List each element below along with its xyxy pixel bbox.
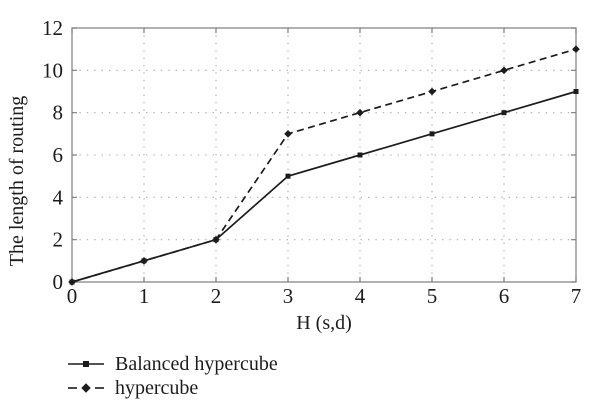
legend-item-balanced-hypercube: Balanced hypercube [68,352,278,376]
diamond-marker-icon [572,45,580,53]
svg-text:4: 4 [355,284,366,308]
svg-text:5: 5 [427,284,438,308]
chart-legend: Balanced hypercube hypercube [68,352,278,400]
svg-text:12: 12 [42,16,63,40]
square-marker-icon [69,279,75,285]
square-marker-icon [141,258,147,264]
diamond-marker-icon [356,108,364,117]
gridlines [72,28,576,282]
y-tick-labels: 0 2 4 6 8 10 12 [42,16,64,294]
svg-text:10: 10 [42,58,63,82]
svg-text:2: 2 [53,228,64,252]
y-axis-label: The length of routing [6,95,28,267]
diamond-marker-icon [428,87,436,96]
svg-text:0: 0 [67,284,78,308]
square-marker-icon [573,89,579,94]
square-marker-icon [429,131,435,137]
svg-text:6: 6 [53,143,64,167]
series-balanced-hypercube [69,89,579,285]
square-marker-icon [213,237,219,243]
svg-text:7: 7 [571,284,582,308]
legend-label: Balanced hypercube [115,353,278,375]
svg-text:0: 0 [53,270,64,294]
square-marker-icon [501,110,507,116]
svg-text:6: 6 [499,284,510,308]
svg-text:3: 3 [283,284,294,308]
svg-text:1: 1 [139,284,150,308]
svg-text:8: 8 [53,101,64,125]
diamond-marker-icon [284,130,292,138]
diamond-marker-icon [500,66,508,75]
x-tick-labels: 0 1 2 3 4 5 6 7 [67,284,582,308]
svg-text:2: 2 [211,284,222,308]
solid-line-square-marker-icon [68,361,104,367]
x-axis-label: H (s,d) [296,312,352,334]
legend-item-hypercube: hypercube [68,376,278,400]
svg-text:4: 4 [53,185,64,209]
legend-label: hypercube [115,377,199,399]
square-marker-icon [357,152,363,158]
square-marker-icon [285,173,291,179]
dashed-line-diamond-marker-icon [68,383,104,393]
